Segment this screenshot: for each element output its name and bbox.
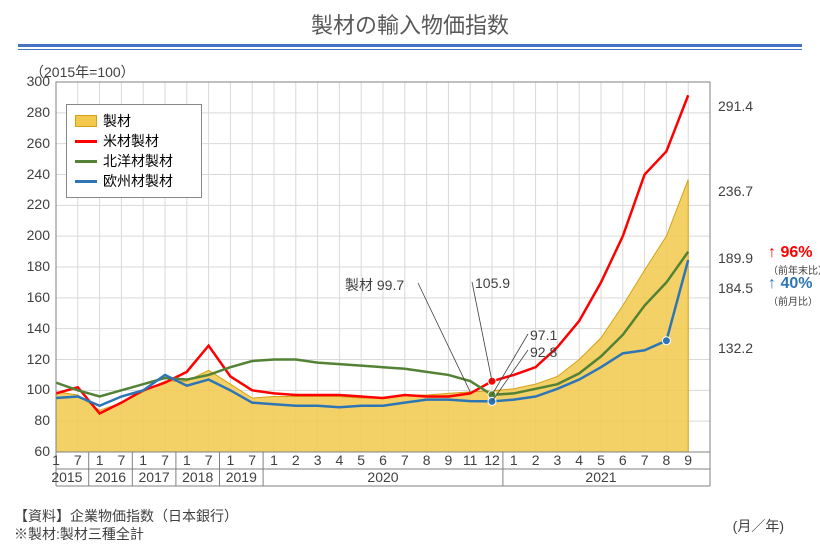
x-tick-label: 7	[74, 452, 82, 468]
x-tick-label: 6	[379, 452, 387, 468]
value-callout: 97.1	[530, 327, 557, 343]
value-callout: 132.2	[718, 340, 753, 356]
legend-item: 欧州材製材	[75, 171, 193, 191]
year-label: 2016	[95, 469, 126, 485]
value-callout: 236.7	[718, 183, 753, 199]
legend-swatch	[75, 180, 97, 183]
y-tick-label: 240	[14, 166, 50, 182]
legend-label: 米材製材	[103, 131, 159, 151]
pct-annotation: ↑ 96%（前年末比）	[768, 244, 820, 277]
year-label: 2015	[51, 469, 82, 485]
year-label: 2021	[585, 469, 616, 485]
x-tick-label: 1	[52, 452, 60, 468]
x-tick-label: 7	[161, 452, 169, 468]
legend-label: 製材	[103, 111, 131, 131]
y-tick-label: 120	[14, 351, 50, 367]
x-tick-label: 1	[139, 452, 147, 468]
x-tick-label: 7	[641, 452, 649, 468]
x-tick-label: 4	[335, 452, 343, 468]
x-tick-label: 1	[270, 452, 278, 468]
value-callout: 製材 99.7	[345, 275, 404, 295]
x-tick-label: 2	[532, 452, 540, 468]
value-callout: 105.9	[475, 275, 510, 291]
x-tick-label: 1	[226, 452, 234, 468]
x-tick-label: 8	[423, 452, 431, 468]
x-tick-label: 3	[553, 452, 561, 468]
x-tick-label: 11	[463, 452, 478, 468]
legend-swatch	[75, 140, 97, 143]
y-tick-label: 100	[14, 381, 50, 397]
x-tick-label: 3	[314, 452, 322, 468]
legend-swatch	[75, 160, 97, 163]
y-tick-label: 220	[14, 196, 50, 212]
value-callout: 184.5	[718, 280, 753, 296]
x-tick-label: 1	[510, 452, 518, 468]
x-tick-label: 8	[662, 452, 670, 468]
x-tick-label: 7	[248, 452, 256, 468]
pct-annotation: ↑ 40%（前月比）	[768, 275, 818, 308]
legend-item: 米材製材	[75, 131, 193, 151]
x-tick-label: 1	[96, 452, 104, 468]
year-label: 2020	[367, 469, 398, 485]
x-tick-label: 9	[684, 452, 692, 468]
value-callout: 189.9	[718, 250, 753, 266]
value-callout: 92.8	[530, 344, 557, 360]
x-tick-label: 12	[484, 452, 500, 468]
footer-source: 【資料】企業物価指数（日本銀行）	[14, 506, 238, 526]
y-tick-label: 80	[14, 412, 50, 428]
y-tick-label: 200	[14, 227, 50, 243]
chart-container: 製材の輸入物価指数 （2015年=100） 製材米材製材北洋材製材欧州材製材 製…	[0, 0, 820, 554]
x-tick-label: 4	[575, 452, 583, 468]
x-tick-label: 7	[401, 452, 409, 468]
legend-label: 北洋材製材	[103, 151, 173, 171]
y-tick-label: 180	[14, 258, 50, 274]
legend-item: 製材	[75, 111, 193, 131]
legend-swatch	[75, 115, 97, 127]
year-label: 2018	[182, 469, 213, 485]
x-tick-label: 1	[183, 452, 191, 468]
x-tick-label: 7	[117, 452, 125, 468]
x-tick-label: 6	[619, 452, 627, 468]
y-tick-label: 60	[14, 443, 50, 459]
y-tick-label: 300	[14, 73, 50, 89]
y-tick-label: 160	[14, 289, 50, 305]
y-tick-label: 280	[14, 104, 50, 120]
xaxis-unit: (月／年)	[733, 516, 784, 536]
x-tick-label: 9	[444, 452, 452, 468]
x-tick-label: 7	[205, 452, 213, 468]
year-label: 2017	[139, 469, 170, 485]
legend-item: 北洋材製材	[75, 151, 193, 171]
x-tick-label: 5	[357, 452, 365, 468]
y-tick-label: 260	[14, 135, 50, 151]
footer-note: ※製材:製材三種全計	[14, 524, 144, 544]
y-tick-label: 140	[14, 320, 50, 336]
x-tick-label: 5	[597, 452, 605, 468]
legend: 製材米材製材北洋材製材欧州材製材	[66, 104, 202, 198]
year-label: 2019	[226, 469, 257, 485]
value-callout: 291.4	[718, 98, 753, 114]
legend-label: 欧州材製材	[103, 171, 173, 191]
x-tick-label: 2	[292, 452, 300, 468]
